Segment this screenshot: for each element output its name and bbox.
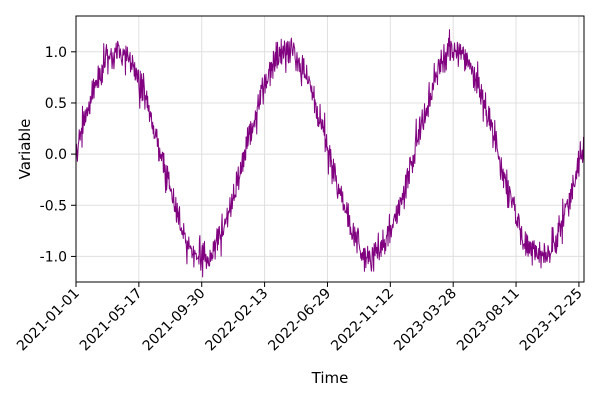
y-tick-label: 1.0 bbox=[45, 45, 67, 61]
plot-frame bbox=[75, 15, 585, 283]
x-tick-label: 2021-05-17 bbox=[77, 286, 146, 355]
x-tick-label: 2023-03-28 bbox=[391, 286, 460, 355]
x-tick-label: 2022-06-29 bbox=[265, 286, 334, 355]
series-line bbox=[75, 29, 585, 278]
x-tick-label: 2022-11-12 bbox=[328, 286, 397, 355]
x-tick-label: 2021-01-01 bbox=[14, 286, 83, 355]
x-tick-label: 2023-08-11 bbox=[454, 286, 523, 355]
y-tick-label: -1.0 bbox=[40, 249, 67, 265]
x-axis-ticks: 2021-01-012021-05-172021-09-302022-02-13… bbox=[14, 282, 586, 354]
y-tick-label: -0.5 bbox=[40, 198, 67, 214]
grid-lines bbox=[75, 16, 584, 282]
x-tick-label: 2022-02-13 bbox=[203, 286, 272, 355]
y-tick-label: 0.0 bbox=[45, 147, 67, 163]
x-tick-label: 2021-09-30 bbox=[140, 286, 209, 355]
y-axis-ticks: 1.0 0.5 0.0 -0.5 -1.0 bbox=[40, 45, 76, 265]
x-tick-label: 2023-12-25 bbox=[517, 286, 586, 355]
y-axis-label: Variable bbox=[16, 119, 34, 180]
x-axis-label: Time bbox=[311, 369, 349, 387]
series-layer bbox=[75, 29, 585, 278]
y-tick-label: 0.5 bbox=[45, 96, 67, 112]
